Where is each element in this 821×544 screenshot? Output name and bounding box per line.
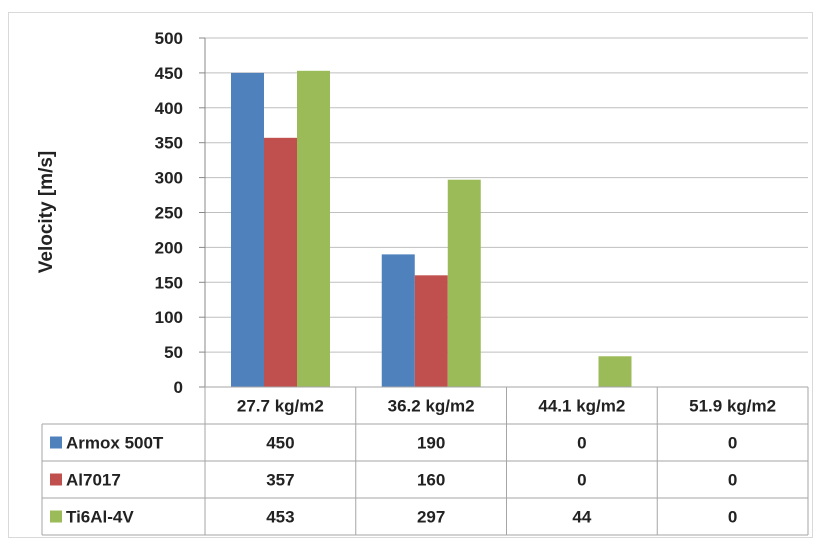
data-value: 44: [572, 508, 591, 527]
y-tick-label: 150: [155, 273, 183, 292]
data-value: 297: [417, 508, 445, 527]
category-label: 51.9 kg/m2: [689, 397, 776, 416]
y-tick-label: 350: [155, 134, 183, 153]
data-value: 0: [728, 471, 737, 490]
bar: [264, 137, 297, 387]
data-value: 453: [266, 508, 294, 527]
legend-key: [50, 510, 62, 523]
bar: [297, 70, 330, 387]
bar: [414, 275, 448, 387]
data-table: 27.7 kg/m2 36.2 kg/m2 44.1 kg/m2 51.9 kg/m2…: [41, 386, 809, 536]
bar: [598, 356, 632, 387]
bar: [381, 254, 415, 387]
y-tick-label: 450: [155, 64, 183, 83]
y-tick-label: 250: [155, 204, 183, 223]
data-value: 450: [266, 434, 294, 453]
bar: [447, 179, 481, 387]
series-label: Ti6Al-4V: [66, 508, 134, 527]
legend-key: [50, 436, 62, 449]
category-label: 27.7 kg/m2: [237, 397, 324, 416]
series-label: Al7017: [66, 471, 121, 490]
bars: [231, 70, 632, 388]
category-label: 44.1 kg/m2: [538, 397, 625, 416]
data-value: 0: [728, 434, 737, 453]
y-tick-label: 50: [164, 343, 183, 362]
data-value: 0: [728, 508, 737, 527]
y-tick-label: 200: [155, 238, 183, 257]
y-tick-label: 300: [155, 169, 183, 188]
bar: [231, 72, 264, 388]
y-tick-label: 400: [155, 99, 183, 118]
y-tick-label: 500: [155, 29, 183, 48]
y-axis-ticks: 0 50 100 150 200 250 300 350 400 450 500: [155, 29, 205, 397]
y-tick-label: 0: [174, 378, 183, 397]
data-value: 190: [417, 434, 445, 453]
y-tick-label: 100: [155, 308, 183, 327]
data-value: 357: [266, 471, 294, 490]
data-value: 0: [577, 434, 586, 453]
legend-key: [50, 473, 62, 486]
y-axis-label: Velocity [m/s]: [36, 151, 57, 274]
data-value: 0: [577, 471, 586, 490]
category-label: 36.2 kg/m2: [388, 397, 475, 416]
series-label: Armox 500T: [66, 434, 164, 453]
data-value: 160: [417, 471, 445, 490]
